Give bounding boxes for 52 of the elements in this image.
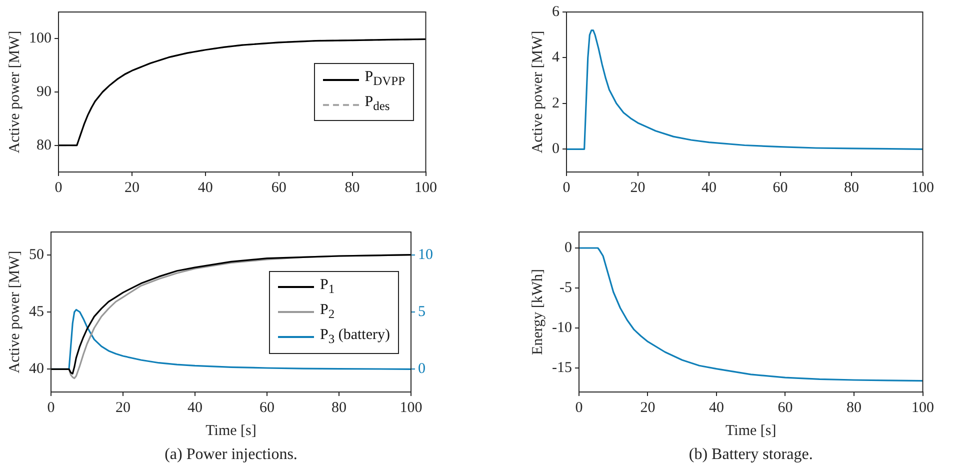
x-tick-label: 60 (271, 180, 286, 196)
x-tick-label: 20 (116, 400, 130, 416)
x-tick-label: 0 (575, 400, 583, 416)
x-tick-label: 80 (332, 400, 346, 416)
y-tick-label: 2 (552, 95, 560, 112)
x-tick-label: 20 (124, 180, 140, 196)
x-tick-label: 40 (708, 400, 724, 416)
x-tick-label: 60 (260, 400, 274, 416)
x-tick-label: 20 (630, 180, 646, 196)
x-tick-label: 60 (772, 180, 788, 196)
legend-label: P$_{des}$ (364, 93, 390, 115)
y-axis-title: Active power [MW] (6, 30, 23, 154)
y-tick-label: 6 (552, 4, 560, 20)
x-tick-label: 100 (912, 400, 934, 416)
legend-label: P$_{3}$ (battery) (320, 326, 390, 348)
legend-label: P$_{2}$ (320, 300, 335, 322)
text: (a) Power injections. (164, 446, 298, 464)
y-axis-title: Active power [MW] (530, 30, 546, 154)
x-tick-label: 60 (778, 400, 793, 416)
x-tick-label: 100 (414, 180, 437, 196)
y-tick-label: 0 (564, 240, 572, 256)
x-axis-title: Time [s] (206, 422, 256, 439)
x-tick-label: 80 (344, 180, 360, 196)
x-tick-label: 0 (54, 180, 62, 196)
y-tick-label: 90 (36, 84, 52, 100)
y-axis-title: Energy [kWh] (530, 269, 546, 355)
y-tick-label: -5 (559, 280, 572, 296)
y-tick-label: -15 (552, 360, 572, 376)
y-tick-label: 50 (29, 246, 44, 263)
legend-label: P$_{1}$ (320, 276, 335, 298)
x-tick-label: 40 (702, 180, 716, 196)
y2-tick-label: 5 (418, 304, 426, 320)
y-tick-label: 80 (36, 137, 52, 154)
y2-tick-label: 10 (418, 246, 433, 263)
y-tick-label: 4 (552, 50, 560, 66)
x-tick-label: 40 (188, 400, 202, 416)
y-tick-label: -10 (552, 320, 572, 336)
x-tick-label: 100 (400, 400, 422, 416)
x-tick-label: 40 (198, 180, 213, 196)
legend-label: P$_{DVPP}$ (364, 68, 406, 90)
x-tick-label: 80 (846, 400, 862, 416)
y-tick-label: 40 (29, 361, 44, 378)
text: (b) Battery storage. (688, 446, 813, 464)
x-tick-label: 20 (640, 400, 656, 416)
x-axis-title: Time [s] (726, 422, 776, 439)
x-tick-label: 80 (844, 180, 859, 196)
y-tick-label: 100 (29, 30, 52, 47)
y-axis-title: Active power [MW] (6, 250, 23, 374)
y2-tick-label: 0 (418, 361, 426, 378)
y-tick-label: 0 (552, 141, 560, 158)
x-tick-label: 100 (912, 180, 934, 196)
y-tick-label: 45 (29, 304, 44, 320)
